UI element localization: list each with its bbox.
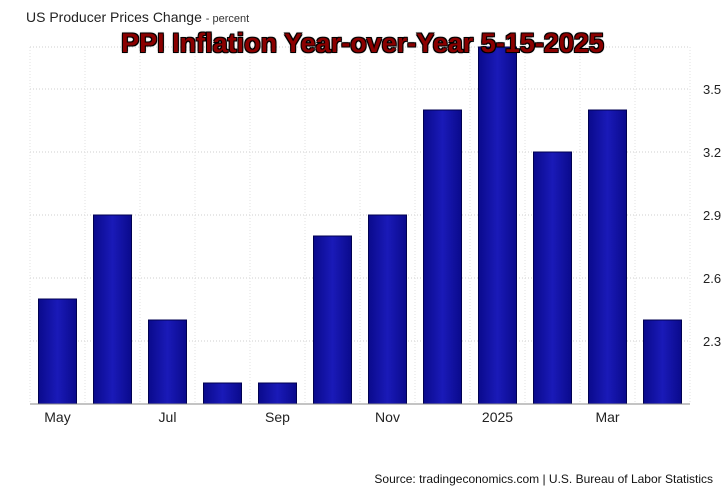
x-tick-label: Jul: [159, 409, 177, 425]
y-tick-label: 2.9: [703, 208, 721, 223]
x-tick-label: Mar: [595, 409, 619, 425]
bar-feb: [533, 151, 572, 405]
x-tick-label: 2025: [482, 409, 513, 425]
y-tick-label: 3.5: [703, 82, 721, 97]
bar-jun: [93, 214, 132, 405]
y-tick-label: 2.3: [703, 334, 721, 349]
bar-oct: [313, 235, 352, 405]
chart-title: PPI Inflation Year-over-Year 5-15-2025: [121, 28, 604, 58]
bar-dec: [423, 109, 462, 405]
bar-aug: [203, 382, 242, 405]
x-tick-label: May: [44, 409, 70, 425]
bar-mar: [588, 109, 627, 405]
bar-jul: [148, 319, 187, 405]
y-tick-label: 3.2: [703, 145, 721, 160]
bar-apr: [643, 319, 682, 405]
x-tick-label: Nov: [375, 409, 400, 425]
chart-header: US Producer Prices Change - percent: [26, 9, 249, 25]
bar-2025: [478, 46, 517, 405]
bar-nov: [368, 214, 407, 405]
y-tick-label: 2.6: [703, 271, 721, 286]
chart-header-label: US Producer Prices Change: [26, 9, 202, 25]
x-tick-label: Sep: [265, 409, 290, 425]
bar-may: [38, 298, 77, 405]
source-note: Source: tradingeconomics.com | U.S. Bure…: [374, 472, 713, 486]
bar-sep: [258, 382, 297, 405]
chart-header-unit: - percent: [205, 13, 250, 25]
